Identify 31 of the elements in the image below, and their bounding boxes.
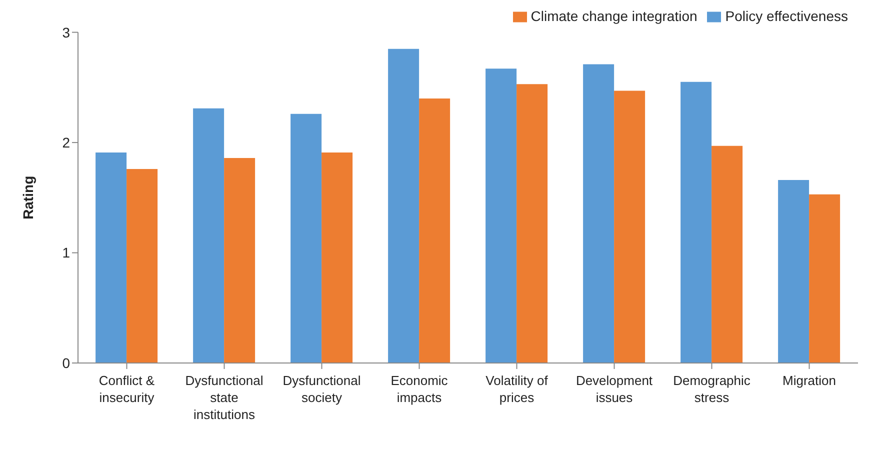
bar — [322, 152, 353, 363]
bar — [290, 114, 322, 363]
bar — [680, 82, 712, 363]
bar — [486, 68, 517, 363]
y-tick-label: 0 — [62, 354, 70, 371]
bar — [778, 180, 810, 363]
y-axis-title: Rating — [20, 176, 36, 220]
x-tick-label: Development issues — [576, 373, 653, 405]
bar — [419, 98, 450, 363]
bar — [712, 146, 743, 363]
x-tick-label: Migration — [782, 373, 836, 388]
y-tick-label: 1 — [62, 244, 70, 261]
legend-label: Climate change integration — [530, 8, 698, 24]
x-tick-label: Conflict & insecurity — [98, 373, 155, 405]
bar — [193, 108, 224, 363]
y-tick-label: 2 — [62, 134, 70, 150]
bar — [809, 194, 840, 363]
bar — [224, 158, 256, 363]
x-tick-label: Dysfunctional state institutions — [185, 373, 264, 422]
x-tick-label: Economic impacts — [390, 373, 448, 405]
bar — [614, 90, 646, 363]
bar — [583, 64, 614, 363]
y-tick-label: 3 — [62, 24, 70, 40]
bar — [96, 152, 127, 363]
legend-label: Policy effectiveness — [725, 8, 848, 24]
x-tick-label: Volatility of prices — [486, 373, 548, 405]
bar — [516, 84, 548, 363]
x-tick-label: Dysfunctional society — [282, 373, 361, 405]
x-tick-label: Demographic stress — [673, 373, 751, 405]
bar — [126, 168, 158, 363]
bar — [388, 48, 420, 363]
